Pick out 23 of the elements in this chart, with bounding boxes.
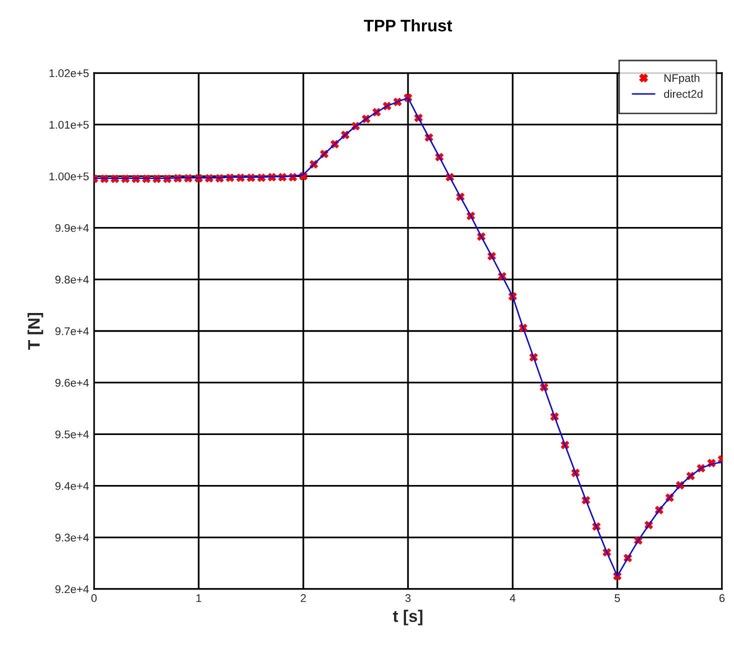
y-tick-label: 9.2e+4 [55, 585, 89, 594]
x-tick-label: 0 [91, 594, 97, 602]
y-tick-label: 9.3e+4 [55, 534, 89, 542]
legend-label: direct2d [664, 90, 702, 98]
x-tick-label: 6 [719, 594, 725, 602]
y-tick-label: 9.9e+4 [55, 224, 89, 232]
y-axis-title: T [N] [28, 312, 44, 350]
y-tick-label: 1.01e+5 [50, 120, 89, 129]
y-tick-label: 1.02e+5 [50, 69, 89, 78]
x-tick-label: 1 [196, 594, 202, 602]
y-tick-label: 9.8e+4 [55, 276, 89, 284]
x-tick-label: 3 [405, 594, 411, 602]
x-tick-label: 2 [300, 594, 306, 602]
chart-title: TPP Thrust [364, 19, 452, 32]
x-tick-label: 4 [510, 594, 516, 602]
y-tick-label: 9.4e+4 [55, 482, 89, 490]
x-tick-label: 5 [614, 594, 620, 602]
x-axis-title: t [s] [392, 610, 422, 626]
legend-label: NFpath [664, 74, 700, 84]
y-tick-label: 1.00e+5 [50, 172, 89, 180]
y-tick-label: 9.5e+4 [55, 430, 89, 438]
y-tick-label: 9.7e+4 [55, 327, 89, 336]
y-tick-label: 9.6e+4 [55, 378, 89, 387]
